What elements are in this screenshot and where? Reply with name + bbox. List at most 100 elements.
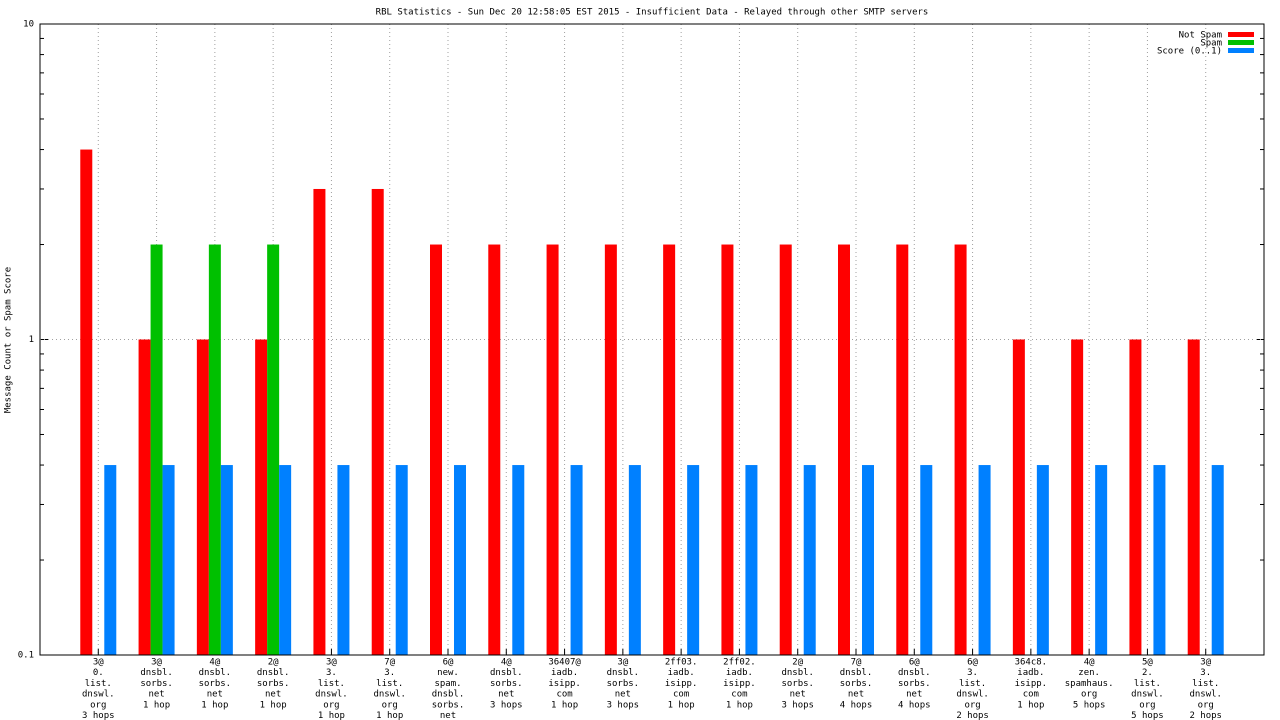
- x-tick-label: spamhaus.: [1065, 679, 1114, 689]
- x-tick-label: 2.: [1142, 668, 1153, 678]
- bar: [279, 465, 292, 655]
- x-tick-label: 36407@: [548, 658, 581, 668]
- bar: [663, 244, 676, 656]
- bar: [896, 244, 909, 656]
- bar: [745, 465, 758, 655]
- x-tick-label: org: [1198, 700, 1214, 710]
- bar: [313, 188, 326, 655]
- x-tick-label: org: [1139, 700, 1155, 710]
- x-tick-label: iadb.: [726, 668, 753, 678]
- x-tick-label: com: [731, 690, 747, 700]
- bar: [1153, 465, 1166, 655]
- x-tick-label: 5 hops: [1131, 711, 1164, 720]
- x-tick-label: 1 hop: [668, 700, 695, 710]
- bar: [454, 465, 466, 655]
- x-tick-label: dnswl.: [1131, 690, 1164, 700]
- x-tick-label: net: [848, 690, 864, 700]
- x-tick-label: 3@: [151, 658, 162, 668]
- x-tick-label: 1 hop: [201, 700, 228, 710]
- plot-frame: [39, 23, 1265, 656]
- legend-label: Not Spam: [1179, 31, 1222, 41]
- bar: [80, 149, 93, 655]
- y-axis-label: Message Count or Spam Score: [4, 267, 14, 413]
- bar: [150, 244, 163, 656]
- x-tick-label: 1 hop: [726, 700, 753, 710]
- x-tick-label: 4@: [501, 658, 512, 668]
- x-tick-label: isipp.: [548, 679, 581, 689]
- x-tick-label: org: [964, 700, 980, 710]
- x-tick-label: dnsbl.: [140, 668, 173, 678]
- x-tick-label: org: [323, 700, 339, 710]
- bar: [604, 244, 617, 656]
- x-tick-label: dnswl.: [373, 690, 406, 700]
- x-tick-label: 6@: [909, 658, 920, 668]
- y-tick-label: 0.1: [18, 651, 34, 661]
- bar: [208, 244, 221, 656]
- x-tick-label: 1 hop: [318, 711, 345, 720]
- x-tick-label: iadb.: [551, 668, 578, 678]
- x-tick-label: dnswl.: [82, 690, 115, 700]
- x-tick-label: 6@: [443, 658, 454, 668]
- bar: [337, 465, 350, 655]
- x-tick-label: 2@: [268, 658, 279, 668]
- x-tick-label: 1 hop: [260, 700, 287, 710]
- x-tick-label: 1 hop: [1017, 700, 1044, 710]
- bar: [687, 465, 700, 655]
- bar: [1036, 465, 1049, 655]
- legend-swatch: [1228, 32, 1254, 37]
- y-tick-label: 10: [23, 20, 34, 30]
- x-tick-label: 3 hops: [781, 700, 814, 710]
- bar: [546, 244, 559, 656]
- x-tick-label: net: [615, 690, 631, 700]
- x-tick-label: 5@: [1142, 658, 1153, 668]
- x-tick-label: iadb.: [668, 668, 695, 678]
- x-tick-label: spam.: [434, 679, 461, 689]
- x-tick-label: dnsbl.: [257, 668, 290, 678]
- bar: [978, 465, 991, 655]
- bar: [267, 244, 280, 656]
- x-tick-label: iadb.: [1017, 668, 1044, 678]
- bar: [1211, 465, 1224, 655]
- x-tick-label: 2ff03.: [665, 658, 698, 668]
- x-tick-label: org: [1081, 690, 1097, 700]
- bar: [1071, 339, 1084, 655]
- x-tick-label: dnsbl.: [781, 668, 814, 678]
- bar: [196, 339, 209, 655]
- x-tick-label: 1 hop: [376, 711, 403, 720]
- x-tick-label: zen.: [1078, 668, 1100, 678]
- x-tick-label: sorbs.: [490, 679, 523, 689]
- x-tick-label: 3@: [93, 658, 104, 668]
- x-tick-label: sorbs.: [199, 679, 232, 689]
- x-tick-label: list.: [376, 679, 403, 689]
- bar: [954, 244, 967, 656]
- x-tick-label: net: [207, 690, 223, 700]
- x-tick-label: 1 hop: [551, 700, 578, 710]
- x-tick-label: sorbs.: [840, 679, 873, 689]
- x-tick-label: net: [790, 690, 806, 700]
- x-tick-label: 4 hops: [898, 700, 931, 710]
- x-tick-label: dnsbl.: [490, 668, 523, 678]
- x-tick-label: net: [265, 690, 281, 700]
- legend-label: Spam: [1200, 39, 1222, 49]
- x-tick-label: dnsbl.: [898, 668, 931, 678]
- bar: [920, 465, 933, 655]
- x-tick-label: 2@: [792, 658, 803, 668]
- x-tick-label: 7@: [851, 658, 862, 668]
- bar: [1187, 339, 1200, 655]
- x-tick-label: 3.: [384, 668, 395, 678]
- x-tick-label: 3@: [617, 658, 628, 668]
- x-tick-label: 3.: [326, 668, 337, 678]
- x-tick-label: 4@: [1084, 658, 1095, 668]
- bar: [721, 244, 734, 656]
- bar: [1129, 339, 1142, 655]
- x-tick-label: 0.: [93, 668, 104, 678]
- x-tick-label: list.: [85, 679, 112, 689]
- x-tick-label: dnsbl.: [432, 690, 465, 700]
- bar: [628, 465, 641, 655]
- x-tick-label: org: [90, 700, 106, 710]
- x-tick-label: list.: [1192, 679, 1219, 689]
- x-tick-label: net: [440, 711, 456, 720]
- x-tick-label: com: [1023, 690, 1039, 700]
- x-tick-label: new.: [437, 668, 459, 678]
